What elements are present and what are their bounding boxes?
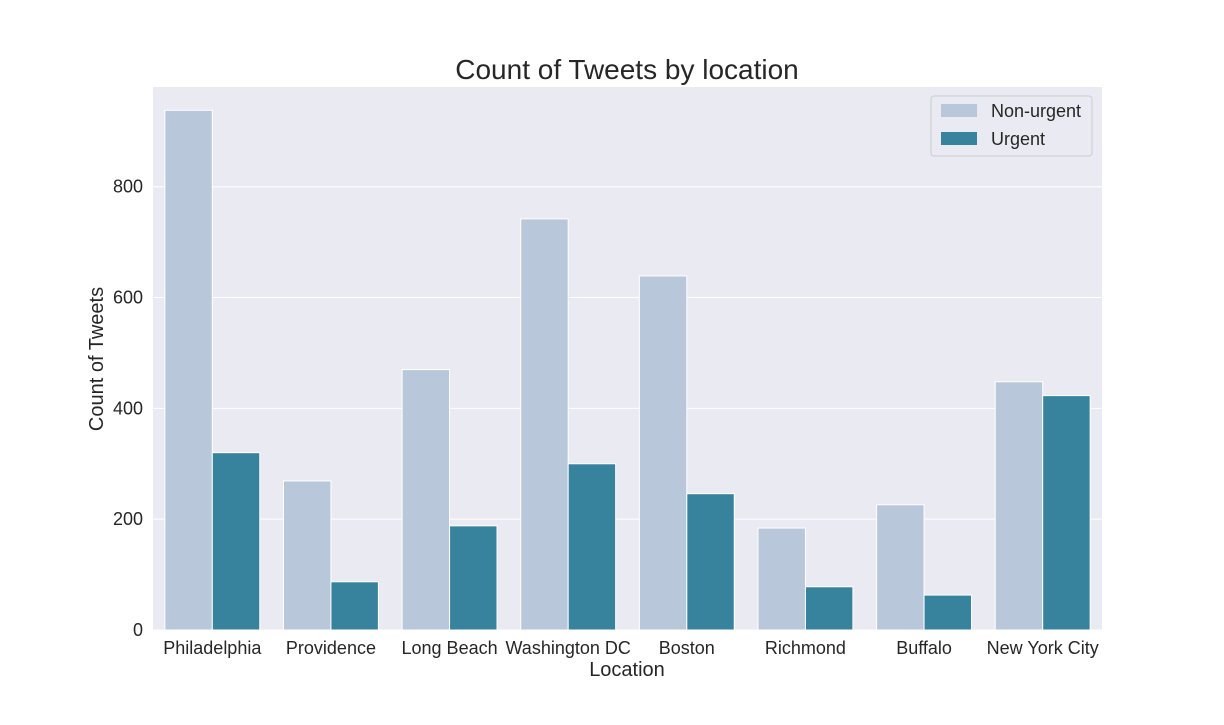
x-tick-label-new-york-city: New York City <box>987 638 1099 658</box>
y-axis-label: Count of Tweets <box>86 287 108 431</box>
bar-buffalo-non-urgent <box>876 504 925 631</box>
bar-richmond-non-urgent <box>757 527 806 631</box>
y-tick-label-800: 800 <box>113 177 143 197</box>
x-axis-ticks: Philadelphia Providence Long Beach Washingt… <box>163 638 1098 658</box>
bar-boston-urgent <box>686 493 735 631</box>
chart-title: Count of Tweets by location <box>455 54 798 85</box>
bar-providence-urgent <box>330 581 379 631</box>
x-axis-label: Location <box>589 659 665 681</box>
y-axis-ticks: 0 200 400 600 800 <box>113 177 143 640</box>
bar-buffalo-urgent <box>923 594 973 631</box>
y-tick-label-0: 0 <box>133 620 143 640</box>
x-tick-label-buffalo: Buffalo <box>896 638 952 658</box>
x-tick-label-boston: Boston <box>659 638 715 658</box>
bar-long-beach-non-urgent <box>401 369 451 631</box>
bars <box>164 109 1091 631</box>
bar-long-beach-urgent <box>449 525 498 631</box>
legend-label-non-urgent: Non-urgent <box>991 101 1081 121</box>
x-tick-label-washington-dc: Washington DC <box>505 638 630 658</box>
y-tick-label-400: 400 <box>113 398 143 418</box>
bar-washington-dc-urgent <box>567 463 617 631</box>
x-tick-label-long-beach: Long Beach <box>402 638 498 658</box>
y-tick-label-600: 600 <box>113 288 143 308</box>
legend-swatch-non-urgent <box>941 104 977 117</box>
x-tick-label-philadelphia: Philadelphia <box>163 638 262 658</box>
x-tick-label-providence: Providence <box>286 638 376 658</box>
bar-boston-non-urgent <box>638 275 688 631</box>
bar-washington-dc-non-urgent <box>520 218 569 631</box>
bar-philadelphia-urgent <box>211 452 261 631</box>
bar-providence-non-urgent <box>282 480 332 631</box>
legend-label-urgent: Urgent <box>991 129 1045 149</box>
bar-philadelphia-non-urgent <box>164 109 213 631</box>
y-tick-label-200: 200 <box>113 509 143 529</box>
bar-richmond-urgent <box>804 586 854 631</box>
legend-swatch-urgent <box>941 132 977 145</box>
legend: Non-urgent Urgent <box>930 95 1093 157</box>
x-tick-label-richmond: Richmond <box>765 638 846 658</box>
bar-new-york-city-non-urgent <box>994 381 1044 631</box>
bar-new-york-city-urgent <box>1042 395 1091 631</box>
